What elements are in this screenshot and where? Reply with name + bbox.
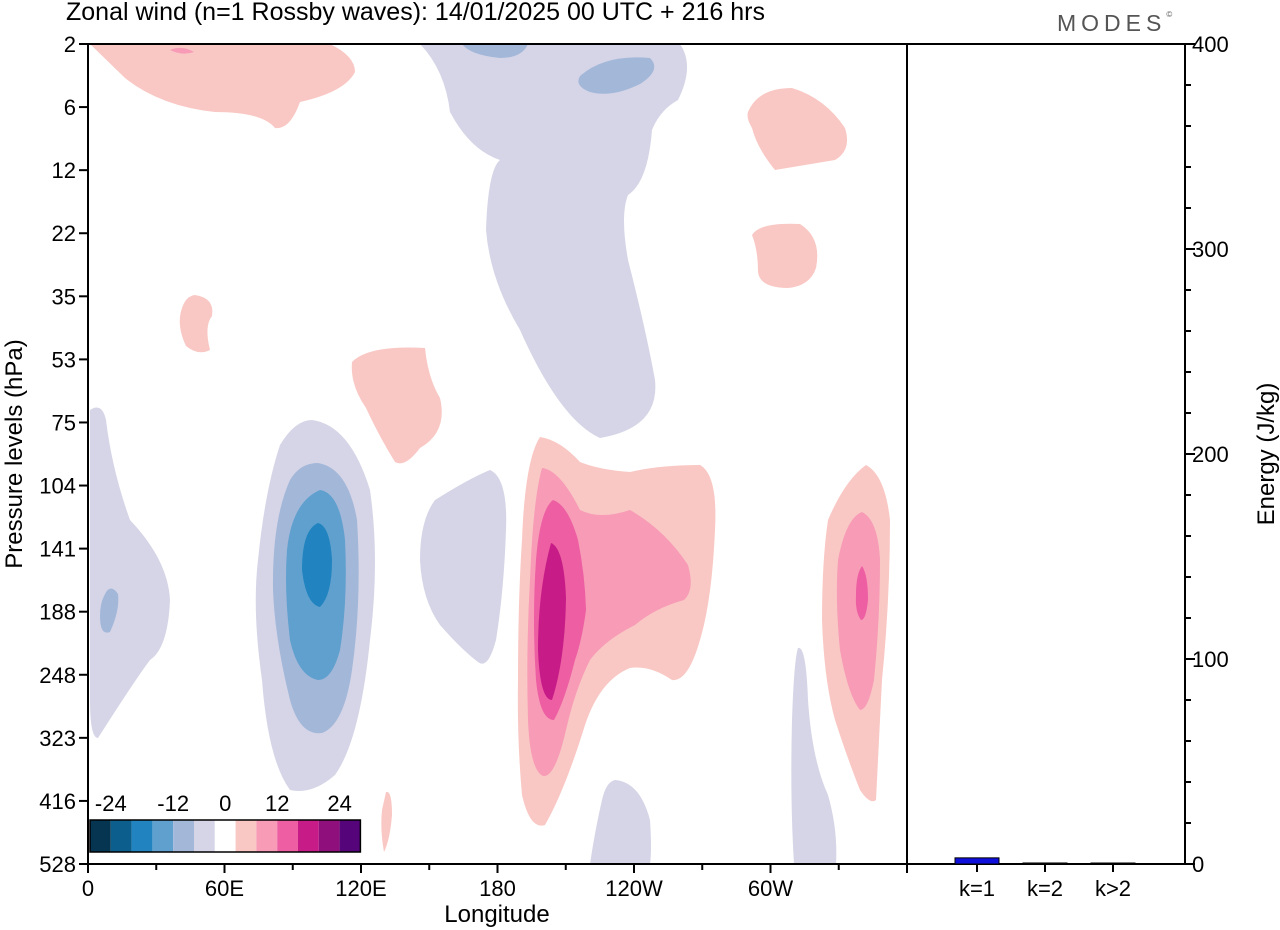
y-tick-label: 53 [52,347,76,372]
y-tick-label: 141 [39,537,76,562]
energy-bar-k=2 [1022,862,1068,865]
colorbar-swatch [339,820,361,852]
x-tick-label: 120W [605,876,663,901]
y-tick-label: 12 [52,158,76,183]
contour-negative-upper-middle [420,44,688,438]
category-label: k=1 [959,876,995,901]
x-axis-label: Longitude [444,901,549,928]
x-tick-label: 180 [479,876,516,901]
energy-tick-label: 200 [1192,442,1229,467]
contour-positive-120e-upper [351,347,442,464]
y-tick-label: 416 [39,789,76,814]
colorbar-swatch [214,820,236,852]
chart-title: Zonal wind (n=1 Rossby waves): 14/01/202… [66,0,765,26]
category-label: k=2 [1027,876,1063,901]
colorbar-swatch [256,820,278,852]
y-tick-label: 528 [39,852,76,877]
contour-positive-40w-core [855,566,868,620]
colorbar-swatch [90,820,111,852]
contour-positive-tiny [381,791,392,852]
y-tick-label: 6 [64,95,76,120]
logo-mark: © [1166,10,1173,19]
contour-negative-bottom-b [791,647,837,864]
y-tick-label: 2 [64,32,76,57]
contour-field [90,44,907,864]
contour-positive-upper-left-core [170,47,194,54]
colorbar-swatch [318,820,340,852]
y-tick-label: 22 [52,221,76,246]
x-tick-label: 60E [205,876,244,901]
contour-negative-upper-core-b [578,57,655,94]
energy-tick-label: 400 [1192,32,1229,57]
contour-negative-100e-core [302,523,332,607]
y-tick-label: 104 [39,474,76,499]
energy-axis-label: Energy (J/kg) [1253,383,1280,526]
x-tick-label: 0 [82,876,94,901]
colorbar-label: -24 [95,791,127,816]
colorbar-swatch [131,820,153,852]
modes-logo: MODES© [1057,10,1172,37]
y-tick-label: 248 [39,663,76,688]
energy-bars: k=1 k=2 k>2 [954,857,1136,901]
contour-positive-right-a [747,88,848,170]
colorbar: -24 -12 0 12 24 [89,791,362,853]
energy-bar-k>2 [1090,862,1136,865]
x-tick-label: 120E [335,876,386,901]
y-tick-label: 75 [52,410,76,435]
colorbar-label: 12 [265,791,289,816]
energy-tick-label: 0 [1192,852,1204,877]
contour-negative-170e [420,470,507,664]
energy-tick-label: 100 [1192,647,1229,672]
colorbar-swatch [277,820,298,852]
y-tick-label: 188 [39,600,76,625]
category-label: k>2 [1095,876,1131,901]
colorbar-label: 0 [219,791,231,816]
x-tick-label: 60W [748,876,793,901]
colorbar-swatch [194,820,215,852]
logo-text: MODES [1057,10,1167,36]
colorbar-border [89,819,362,853]
colorbar-label: -12 [157,791,189,816]
contour-positive-upper-left [90,44,355,129]
contour-positive-small-left [179,295,213,353]
colorbar-swatch [110,820,132,852]
energy-bar-k=1 [954,857,1000,865]
colorbar-swatch [235,820,257,852]
colorbar-swatch [152,820,174,852]
y-axis-label: Pressure levels (hPa) [1,339,28,568]
contour-positive-160w-core [538,543,566,700]
contour-negative-left-edge [90,407,170,738]
colorbar-label: 24 [327,791,351,816]
contour-positive-right-b [752,223,818,288]
contour-negative-left-core [100,588,119,633]
colorbar-swatch [173,820,194,852]
y-tick-label: 323 [39,726,76,751]
energy-tick-label: 300 [1192,237,1229,262]
y-tick-label: 35 [52,284,76,309]
colorbar-swatch [298,820,319,852]
contour-negative-bottom-a [590,780,651,864]
contour-negative-upper-core-a [462,44,528,58]
